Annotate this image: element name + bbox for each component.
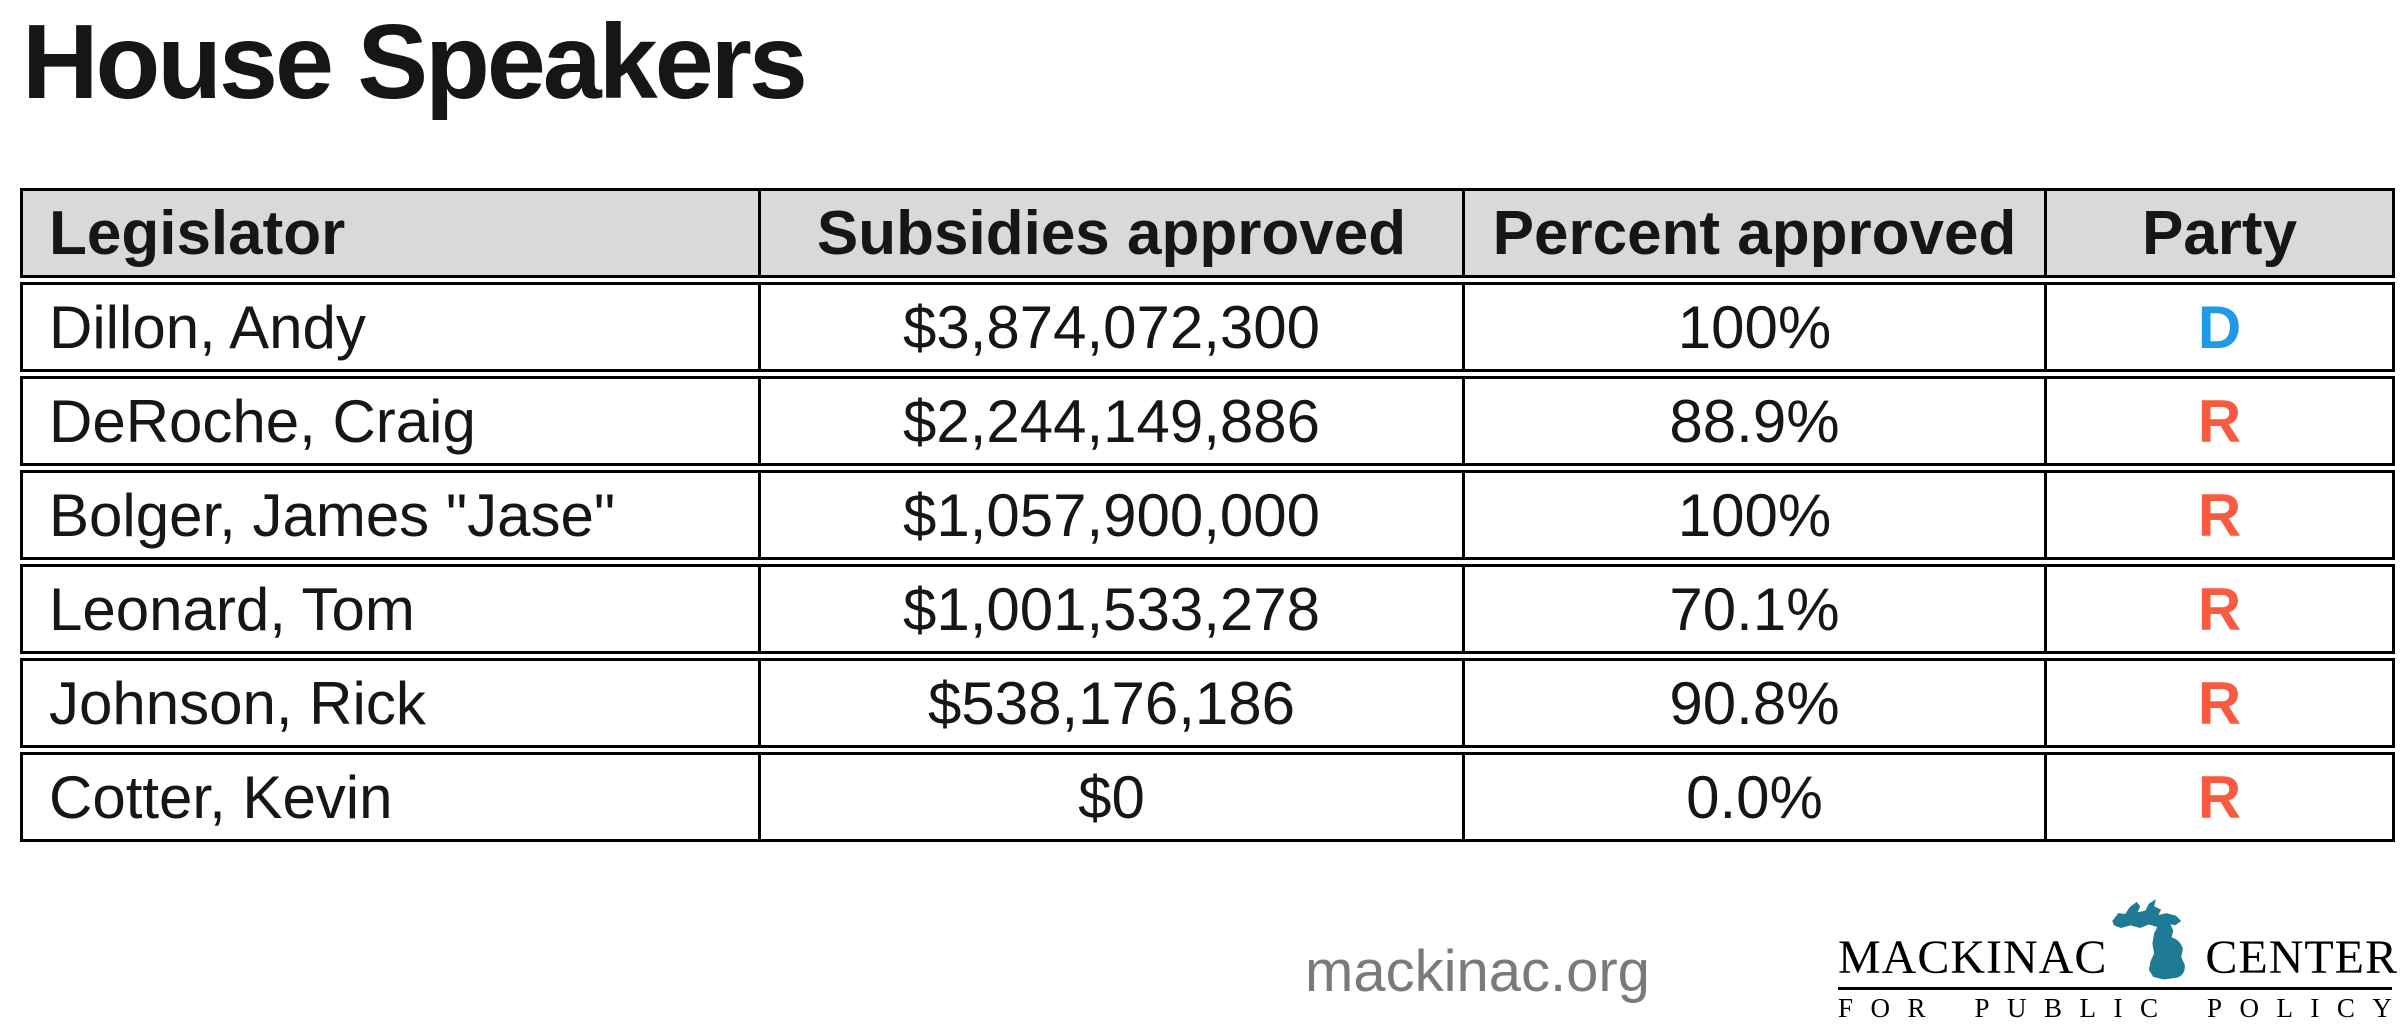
michigan-state-icon <box>2112 899 2186 980</box>
table-row: Leonard, Tom $1,001,533,278 70.1% R <box>20 564 2395 654</box>
column-header-legislator: Legislator <box>20 188 761 278</box>
subsidies-cell: $1,001,533,278 <box>761 564 1465 654</box>
table-header-row: Legislator Subsidies approved Percent ap… <box>20 188 2395 278</box>
percent-cell: 0.0% <box>1465 752 2047 842</box>
table-row: Dillon, Andy $3,874,072,300 100% D <box>20 282 2395 372</box>
column-header-percent: Percent approved <box>1465 188 2047 278</box>
logo-divider-rule <box>1838 987 2392 990</box>
percent-cell: 70.1% <box>1465 564 2047 654</box>
subsidies-cell: $0 <box>761 752 1465 842</box>
column-header-subsidies: Subsidies approved <box>761 188 1465 278</box>
legislator-cell: Johnson, Rick <box>20 658 761 748</box>
party-cell: R <box>2047 470 2395 560</box>
party-cell: R <box>2047 376 2395 466</box>
legislator-cell: Cotter, Kevin <box>20 752 761 842</box>
legislator-cell: DeRoche, Craig <box>20 376 761 466</box>
column-header-party: Party <box>2047 188 2395 278</box>
table-row: Cotter, Kevin $0 0.0% R <box>20 752 2395 842</box>
logo-word-center: CENTER <box>2205 931 2399 984</box>
table-row: DeRoche, Craig $2,244,149,886 88.9% R <box>20 376 2395 466</box>
table-row: Bolger, James "Jase" $1,057,900,000 100%… <box>20 470 2395 560</box>
percent-cell: 90.8% <box>1465 658 2047 748</box>
subsidies-cell: $1,057,900,000 <box>761 470 1465 560</box>
subsidies-cell: $3,874,072,300 <box>761 282 1465 372</box>
page-title: House Speakers <box>22 3 808 121</box>
party-cell: R <box>2047 564 2395 654</box>
subsidies-cell: $2,244,149,886 <box>761 376 1465 466</box>
website-credit: mackinac.org <box>1305 939 1650 1004</box>
party-cell: D <box>2047 282 2395 372</box>
percent-cell: 100% <box>1465 282 2047 372</box>
legislator-cell: Dillon, Andy <box>20 282 761 372</box>
percent-cell: 88.9% <box>1465 376 2047 466</box>
table-row: Johnson, Rick $538,176,186 90.8% R <box>20 658 2395 748</box>
michigan-shape <box>2112 899 2186 980</box>
house-speakers-table: Legislator Subsidies approved Percent ap… <box>20 184 2395 846</box>
percent-cell: 100% <box>1465 470 2047 560</box>
legislator-cell: Bolger, James "Jase" <box>20 470 761 560</box>
logo-word-mackinac: MACKINAC <box>1838 931 2108 984</box>
logo-wordmark: MACKINAC CENTER <box>1838 884 2397 984</box>
party-cell: R <box>2047 658 2395 748</box>
subsidies-cell: $538,176,186 <box>761 658 1465 748</box>
party-cell: R <box>2047 752 2395 842</box>
legislator-cell: Leonard, Tom <box>20 564 761 654</box>
